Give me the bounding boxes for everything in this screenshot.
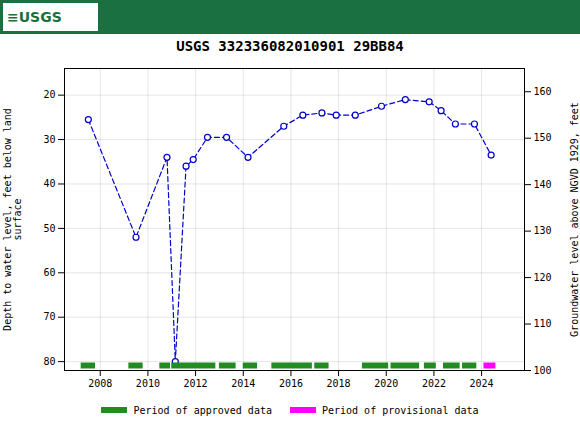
svg-text:2014: 2014 — [231, 378, 255, 389]
html-text:≡USGS: ≡USGS — [7, 9, 62, 25]
svg-text:50: 50 — [43, 223, 55, 234]
svg-text:110: 110 — [534, 318, 552, 329]
svg-text:80: 80 — [43, 356, 55, 367]
svg-text:2020: 2020 — [374, 378, 398, 389]
svg-text:130: 130 — [534, 225, 552, 236]
svg-text:30: 30 — [43, 134, 55, 145]
svg-text:Depth to water level, feet bel: Depth to water level, feet below landsur… — [2, 108, 23, 331]
svg-text:2008: 2008 — [88, 378, 112, 389]
svg-text:20: 20 — [43, 89, 55, 100]
html-text:USGS 332336082010901 29BB84: USGS 332336082010901 29BB84 — [176, 38, 404, 54]
svg-text:2018: 2018 — [327, 378, 351, 389]
svg-text:Groundwater level above NGVD 1: Groundwater level above NGVD 1929, feet — [569, 102, 580, 337]
svg-text:2016: 2016 — [279, 378, 303, 389]
svg-text:120: 120 — [534, 272, 552, 283]
svg-text:140: 140 — [534, 179, 552, 190]
svg-text:2010: 2010 — [136, 378, 160, 389]
svg-text:2024: 2024 — [470, 378, 494, 389]
svg-text:160: 160 — [534, 86, 552, 97]
svg-text:60: 60 — [43, 267, 55, 278]
svg-text:2022: 2022 — [422, 378, 446, 389]
html-text:Period of approved data: Period of approved data — [133, 404, 272, 416]
svg-text:100: 100 — [534, 365, 552, 376]
html-text:Period of provisional data: Period of provisional data — [322, 404, 479, 416]
svg-text:2012: 2012 — [184, 378, 208, 389]
svg-text:40: 40 — [43, 178, 55, 189]
svg-text:150: 150 — [534, 132, 552, 143]
svg-text:70: 70 — [43, 311, 55, 322]
